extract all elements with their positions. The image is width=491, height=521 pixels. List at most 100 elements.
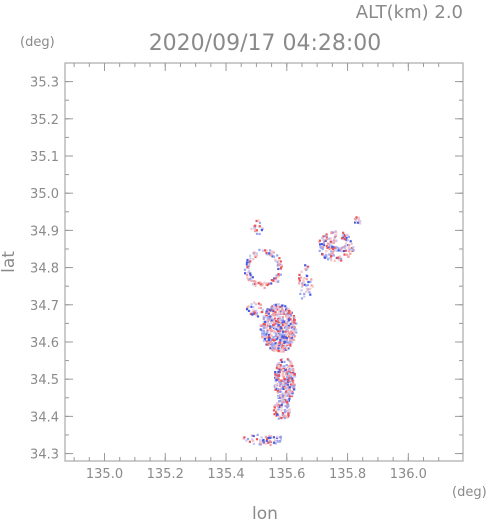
data-point bbox=[331, 252, 334, 255]
data-point bbox=[283, 348, 286, 351]
data-point bbox=[289, 340, 292, 343]
data-point bbox=[327, 244, 330, 247]
data-point bbox=[249, 257, 252, 260]
data-point bbox=[279, 264, 282, 267]
data-point bbox=[267, 436, 270, 439]
data-point bbox=[253, 228, 256, 231]
data-point bbox=[289, 318, 292, 321]
data-point bbox=[269, 309, 272, 312]
data-point bbox=[280, 409, 283, 412]
data-point bbox=[293, 335, 297, 338]
data-point bbox=[268, 434, 271, 437]
data-point bbox=[261, 334, 264, 337]
data-point bbox=[306, 265, 309, 268]
data-point bbox=[279, 344, 282, 347]
data-point bbox=[249, 273, 252, 277]
data-point bbox=[262, 324, 265, 327]
data-point bbox=[272, 329, 275, 332]
data-point bbox=[285, 316, 288, 319]
data-point bbox=[319, 246, 322, 249]
data-point bbox=[285, 415, 288, 418]
data-point bbox=[252, 434, 255, 438]
data-point bbox=[263, 331, 266, 334]
y-tick-label: 35.2 bbox=[30, 113, 59, 128]
data-point bbox=[285, 307, 288, 310]
data-point bbox=[269, 334, 272, 337]
data-point bbox=[270, 329, 273, 332]
data-point bbox=[283, 392, 286, 395]
data-point bbox=[280, 340, 284, 343]
data-point bbox=[261, 329, 264, 332]
data-point bbox=[292, 368, 295, 371]
data-point bbox=[275, 305, 278, 308]
data-point bbox=[289, 339, 292, 342]
data-point bbox=[287, 318, 290, 321]
data-point bbox=[277, 321, 280, 324]
data-point bbox=[265, 316, 268, 319]
data-point bbox=[285, 347, 288, 350]
data-point bbox=[278, 440, 281, 443]
data-point bbox=[277, 309, 280, 312]
data-point bbox=[346, 238, 349, 242]
data-point bbox=[283, 417, 286, 420]
data-point bbox=[326, 246, 329, 249]
data-point bbox=[261, 249, 264, 252]
data-point bbox=[279, 267, 282, 270]
data-point bbox=[290, 336, 293, 339]
x-tick-label: 135.4 bbox=[207, 467, 244, 482]
data-point bbox=[276, 335, 279, 339]
data-point bbox=[278, 311, 281, 314]
data-point bbox=[246, 258, 249, 262]
data-point bbox=[285, 398, 288, 401]
data-point bbox=[274, 332, 277, 335]
data-point bbox=[263, 249, 266, 252]
data-point bbox=[255, 219, 258, 223]
data-point bbox=[325, 250, 328, 253]
data-point bbox=[280, 360, 283, 364]
data-point bbox=[276, 327, 280, 330]
data-point bbox=[305, 290, 308, 293]
data-point bbox=[280, 318, 283, 321]
data-point bbox=[261, 336, 264, 339]
data-point bbox=[280, 325, 283, 328]
data-point bbox=[273, 325, 276, 328]
data-point bbox=[249, 260, 252, 263]
data-point bbox=[268, 344, 271, 347]
data-point bbox=[284, 387, 287, 390]
data-point bbox=[320, 243, 323, 246]
data-point bbox=[245, 261, 249, 264]
data-point bbox=[279, 339, 282, 342]
data-point bbox=[262, 330, 266, 333]
y-tick-label: 35.0 bbox=[30, 187, 59, 202]
data-point bbox=[275, 314, 278, 317]
data-point bbox=[274, 380, 277, 383]
data-point bbox=[291, 377, 294, 380]
data-point bbox=[331, 254, 334, 257]
data-point bbox=[293, 388, 296, 391]
data-point bbox=[263, 333, 266, 336]
data-point bbox=[332, 250, 335, 253]
data-point bbox=[278, 317, 281, 320]
data-point bbox=[263, 286, 266, 289]
data-point bbox=[271, 344, 274, 347]
data-point bbox=[325, 236, 328, 239]
data-point bbox=[243, 436, 246, 439]
data-point bbox=[267, 312, 270, 315]
data-point bbox=[264, 435, 267, 438]
data-point bbox=[277, 347, 280, 350]
data-point bbox=[345, 253, 349, 256]
data-point bbox=[278, 316, 281, 319]
data-point bbox=[355, 219, 358, 223]
data-point bbox=[277, 267, 280, 271]
x-tick-label: 136.0 bbox=[390, 467, 427, 482]
data-point bbox=[330, 250, 333, 253]
data-point bbox=[273, 385, 276, 388]
data-point bbox=[269, 253, 272, 256]
data-point bbox=[291, 327, 294, 330]
data-point bbox=[281, 402, 284, 405]
data-point bbox=[272, 347, 275, 350]
data-point bbox=[292, 375, 295, 378]
data-point bbox=[245, 308, 249, 311]
data-point bbox=[311, 285, 314, 288]
data-point bbox=[330, 259, 333, 262]
